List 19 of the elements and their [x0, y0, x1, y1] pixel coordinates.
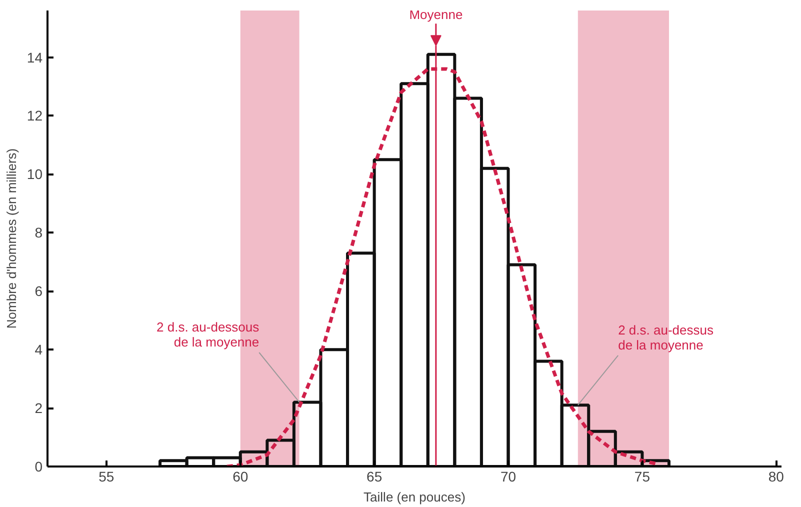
y-tick-label: 12: [26, 108, 43, 124]
x-tick-label: 80: [768, 468, 784, 484]
y-tick-label: 4: [34, 342, 43, 358]
x-tick-label: 60: [232, 468, 248, 484]
y-tick-label: 10: [26, 166, 43, 182]
y-tick-label: 2: [34, 400, 43, 416]
x-tick-label: 65: [366, 468, 382, 484]
y-axis-title: Nombre d'hommes (en milliers): [4, 148, 19, 329]
x-tick-label: 55: [98, 468, 114, 484]
y-tick-label: 14: [26, 49, 43, 66]
ref-line-label: Moyenne: [409, 7, 463, 22]
y-tick-label: 0: [34, 458, 43, 474]
annotation: 2 d.s. au-dessus de la moyenne: [618, 322, 714, 352]
x-axis-title: Taille (en pouces): [364, 490, 466, 504]
x-tick-label: 75: [634, 468, 650, 484]
annotation: 2 d.s. au-dessous de la moyenne: [156, 320, 260, 350]
x-tick-label: 70: [500, 468, 516, 484]
y-tick-label: 6: [34, 283, 43, 300]
y-tick-label: 8: [34, 224, 43, 241]
